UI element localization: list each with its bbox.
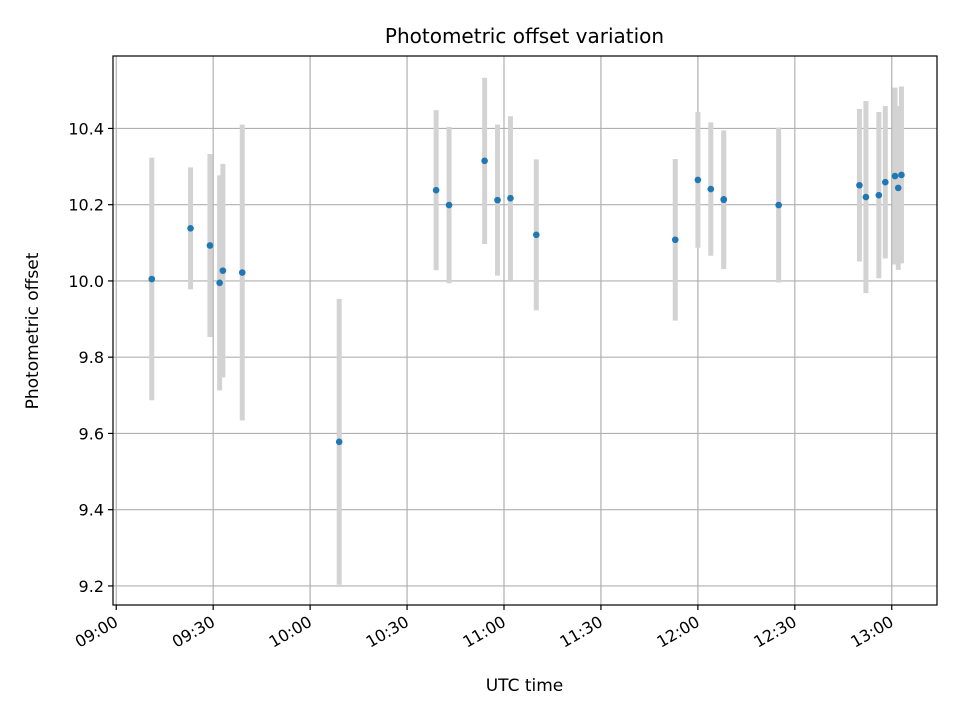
data-point [335,438,343,446]
data-point [775,201,782,209]
y-axis-title: Photometric offset [23,252,43,409]
data-point [238,269,246,276]
data-point [856,181,863,189]
data-point [894,184,902,192]
data-point [206,242,214,249]
data-point [481,157,488,165]
data-point [445,201,453,209]
plot-frame [112,55,938,606]
y-tick-label: 10.0 [68,272,104,291]
y-tick-label: 9.4 [79,501,104,520]
grid [113,56,937,605]
y-tick-label: 9.2 [79,577,104,596]
data-points [148,157,905,446]
data-point [494,196,501,204]
data-point [148,275,156,283]
data-point [881,178,889,186]
data-point [216,279,223,287]
data-point [671,236,679,244]
data-point [219,267,227,274]
x-axis-title: UTC time [486,676,564,696]
chart-title: Photometric offset variation [385,24,664,48]
y-tick-label: 10.2 [68,196,104,215]
y-tick-label: 9.8 [79,348,104,367]
data-point [720,196,728,203]
y-tick-label: 9.6 [79,424,104,443]
data-point [533,231,540,239]
data-point [507,194,514,202]
data-point [707,185,715,193]
data-point [898,171,905,179]
y-tick-label: 10.4 [68,119,104,138]
data-point [875,191,883,199]
data-point [694,176,702,184]
data-point [862,193,870,201]
data-point [432,186,440,194]
data-point [187,225,194,232]
data-point [891,172,899,180]
